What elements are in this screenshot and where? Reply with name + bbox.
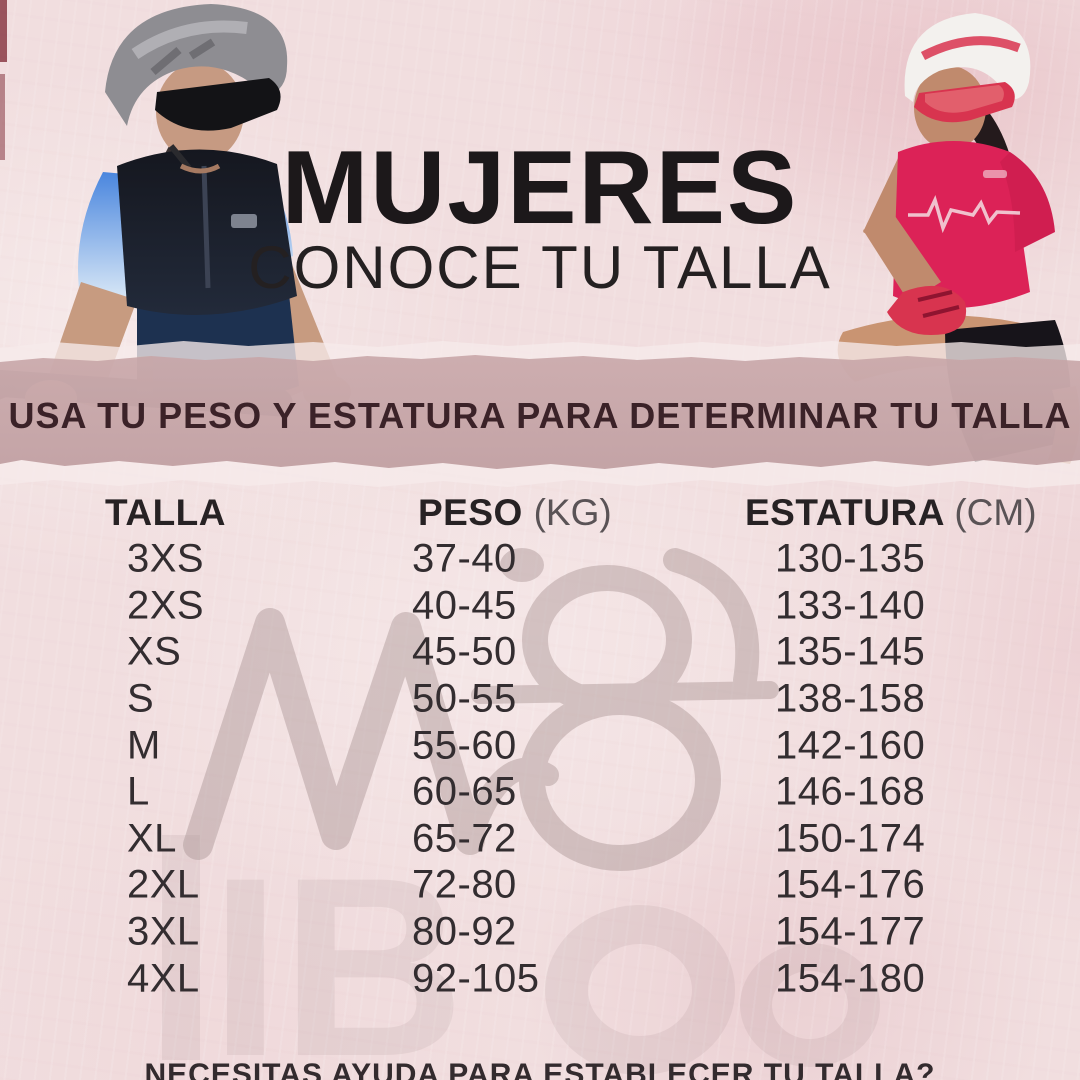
size-cell: L	[127, 769, 150, 814]
column-header-peso-unit: (KG)	[533, 492, 612, 533]
table-row: S 50-55 138-158	[0, 677, 1080, 724]
table-row: XS 45-50 135-145	[0, 630, 1080, 677]
column-header-estatura: ESTATURA (CM)	[745, 494, 1037, 531]
weight-cell: 80-92	[412, 909, 517, 954]
size-cell: XL	[127, 816, 177, 861]
size-cell: 4XL	[127, 956, 200, 1001]
banner-ribbon	[0, 355, 1080, 469]
size-cell: 2XS	[127, 583, 205, 628]
poster-subtitle: CONOCE TU TALLA	[248, 234, 832, 301]
size-cell: M	[127, 723, 161, 768]
weight-cell: 60-65	[412, 769, 517, 814]
table-row: 3XS 37-40 130-135	[0, 537, 1080, 584]
photo-edge-artifact	[0, 74, 5, 160]
weight-cell: 45-50	[412, 629, 517, 674]
photo-edge-artifact	[0, 0, 7, 62]
weight-cell: 50-55	[412, 676, 517, 721]
column-header-peso-label: PESO	[418, 492, 523, 533]
height-cell: 154-176	[775, 862, 926, 907]
banner-text: USA TU PESO Y ESTATURA PARA DETERMINAR T…	[8, 395, 1072, 436]
column-header-estatura-unit: (CM)	[954, 492, 1037, 533]
height-cell: 135-145	[775, 629, 926, 674]
height-cell: 142-160	[775, 723, 926, 768]
weight-cell: 65-72	[412, 816, 517, 861]
height-cell: 150-174	[775, 816, 926, 861]
table-row: 4XL 92-105 154-180	[0, 956, 1080, 1003]
table-row: XL 65-72 150-174	[0, 817, 1080, 864]
table-row: 2XL 72-80 154-176	[0, 863, 1080, 910]
size-cell: S	[127, 676, 155, 721]
height-cell: 133-140	[775, 583, 926, 628]
weight-cell: 55-60	[412, 723, 517, 768]
height-cell: 138-158	[775, 676, 926, 721]
size-cell: 2XL	[127, 862, 200, 907]
table-row: L 60-65 146-168	[0, 770, 1080, 817]
height-cell: 154-177	[775, 909, 926, 954]
height-cell: 130-135	[775, 536, 926, 581]
column-header-estatura-label: ESTATURA	[745, 492, 944, 533]
size-cell: 3XS	[127, 536, 205, 581]
table-row: 3XL 80-92 154-177	[0, 910, 1080, 957]
weight-cell: 37-40	[412, 536, 517, 581]
poster-title: MUJERES	[281, 130, 799, 246]
column-header-peso: PESO (KG)	[418, 494, 612, 531]
help-question-text: NECESITAS AYUDA PARA ESTABLECER TU TALLA…	[144, 1058, 936, 1080]
size-cell: 3XL	[127, 909, 200, 954]
weight-cell: 92-105	[412, 956, 540, 1001]
table-row: 2XS 40-45 133-140	[0, 584, 1080, 631]
table-row: M 55-60 142-160	[0, 723, 1080, 770]
size-cell: XS	[127, 629, 182, 674]
weight-cell: 72-80	[412, 862, 517, 907]
height-cell: 146-168	[775, 769, 926, 814]
size-table: TALLA PESO (KG) ESTATURA (CM) 3XS 37-40 13…	[0, 494, 1080, 1003]
column-header-talla: TALLA	[105, 492, 226, 533]
size-table-rows: 3XS 37-40 130-135 2XS 40-45 133-140 XS 45-50 1…	[0, 537, 1080, 1003]
size-table-header: TALLA PESO (KG) ESTATURA (CM)	[0, 494, 1080, 537]
height-cell: 154-180	[775, 956, 926, 1001]
weight-cell: 40-45	[412, 583, 517, 628]
